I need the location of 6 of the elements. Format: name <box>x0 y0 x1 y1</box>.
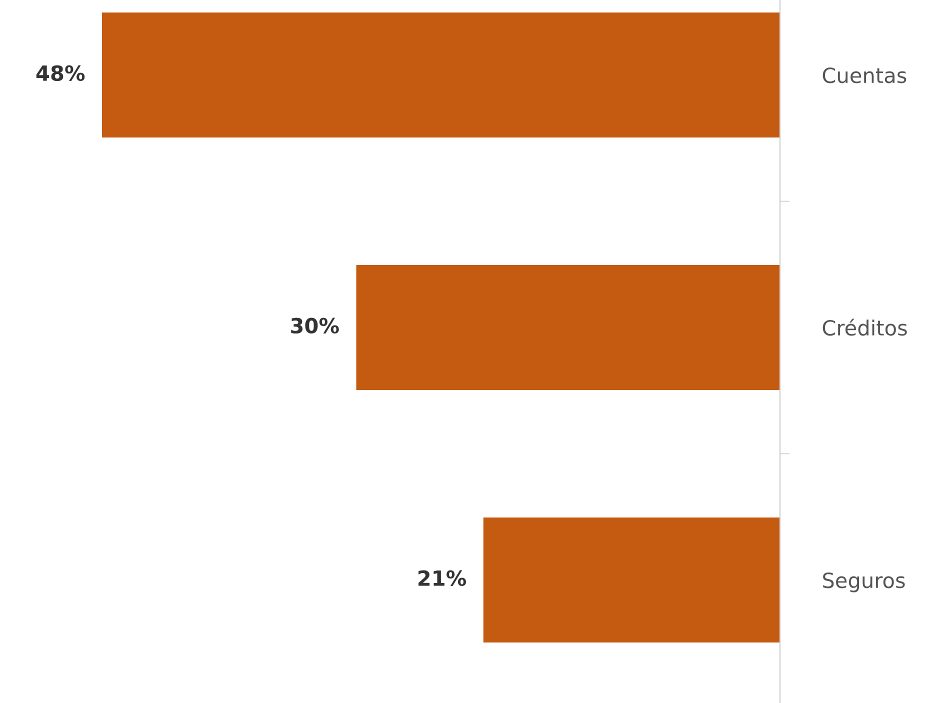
data-label: 30% <box>291 318 339 334</box>
data-label: 48% <box>36 65 85 82</box>
y-tick-label: Créditos <box>822 318 907 336</box>
data-label: 21% <box>418 570 466 586</box>
y-tick-label: Seguros <box>823 572 905 592</box>
y-tick-label: Cuentas <box>822 67 906 84</box>
